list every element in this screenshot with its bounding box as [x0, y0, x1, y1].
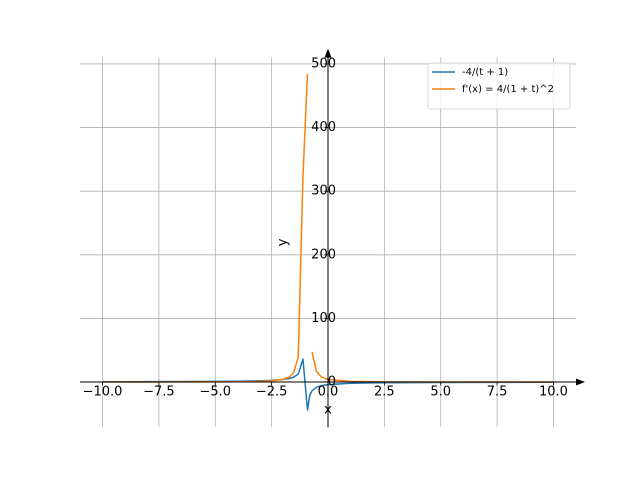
- legend-box: [427, 62, 571, 110]
- legend: -4/(t + 1) f'(x) = 4/(1 + t)^2: [427, 62, 571, 110]
- y-tick-label: 500: [311, 56, 336, 71]
- x-tick-label: 10.0: [539, 385, 568, 400]
- y-tick-label: 100: [311, 311, 336, 326]
- x-tick-label: 7.5: [487, 385, 508, 400]
- x-tick-label: −10.0: [83, 385, 123, 400]
- x-tick-label: −2.5: [256, 385, 288, 400]
- y-tick-label: 300: [311, 184, 336, 199]
- x-tick-label: −7.5: [143, 385, 175, 400]
- y-axis-label: y: [276, 238, 291, 246]
- y-axis-arrow: [324, 48, 332, 58]
- x-axis-label: x: [324, 403, 332, 418]
- axes: −10.0 −7.5 −5.0 −2.5 0.0 2.5 5.0 7.5 10.00100200…: [80, 48, 585, 428]
- x-tick-label: −5.0: [199, 385, 231, 400]
- legend-label: f'(x) = 4/(1 + t)^2: [462, 84, 554, 95]
- y-tick-label: 200: [311, 247, 336, 262]
- x-axis-arrow: [576, 378, 585, 386]
- x-tick-label: 2.5: [374, 385, 395, 400]
- y-tick-label: 400: [311, 120, 336, 135]
- x-tick-label: 5.0: [430, 385, 451, 400]
- legend-label: -4/(t + 1): [462, 67, 508, 78]
